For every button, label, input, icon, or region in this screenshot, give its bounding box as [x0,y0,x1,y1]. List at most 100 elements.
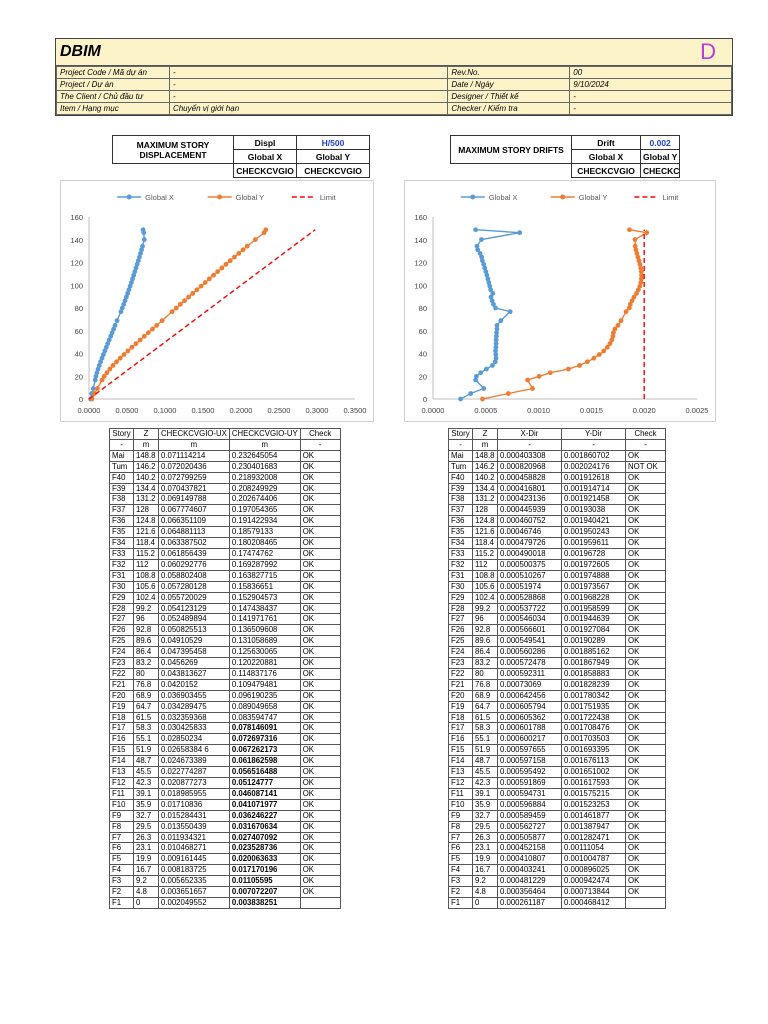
table-cell: OK [625,831,666,844]
table-cell: 0.163827715 [228,569,301,582]
table-row: F31 108.8 0.000510267 0.001974888 OK [448,569,666,582]
data-point [240,247,246,253]
table-cell: 0.064881113 [158,526,230,539]
table-cell: Tum [448,460,473,473]
data-point [478,370,484,376]
drift-dir-x: Global X [571,149,641,164]
table-cell: OK [299,678,341,691]
table-cell: 29.5 [133,820,159,833]
y-tick-label: 60 [75,327,83,336]
table-row: F3 9.2 0.005652335 0.01105595 OK [109,875,341,888]
data-point [489,298,495,304]
column-header: Y-Dir [561,428,626,440]
table-row: F30 105.6 0.057280128 0.15836651 OK [109,580,341,593]
table-cell: 0.202674406 [228,493,301,506]
table-cell: 0.00190289 [561,635,626,648]
data-point [611,330,616,336]
table-cell: 0.023528736 [228,842,301,855]
table-row: F36 124.8 0.066351109 0.191422934 OK [109,515,341,528]
table-cell: OK [299,744,341,757]
table-row: F19 64.7 0.000605794 0.001751935 OK [448,700,666,713]
table-cell: F33 [448,547,473,560]
table-cell: 0.001703503 [561,733,626,746]
data-point [129,344,135,350]
data-point [227,258,233,264]
data-point [138,251,143,256]
data-point [480,396,485,402]
table-cell: 105.6 [133,580,159,593]
table-cell: F20 [448,689,473,702]
table-cell: 0.001912618 [561,471,626,484]
data-point [121,301,127,307]
data-point [101,373,107,379]
table-cell: 42.3 [472,777,498,789]
table-cell: OK [299,820,341,833]
table-cell: 134.4 [133,482,159,495]
data-point [107,366,113,372]
table-cell: 0.00073069 [497,678,562,691]
data-point [134,261,140,267]
table-cell: 0.15836651 [228,580,301,593]
table-cell: F15 [448,744,473,757]
table-cell: OK [625,733,666,746]
table-cell: 0.000403241 [497,864,562,877]
table-row: F15 51.9 0.02658384 6 0.067262173 OK [109,744,341,757]
table-cell: 0.000261187 [497,896,562,909]
table-cell: 108.8 [133,569,159,582]
table-cell: 0.001523253 [561,798,626,811]
table-cell: 0.180208465 [228,537,301,549]
table-cell: 0.001958599 [561,602,626,615]
table-cell: F19 [109,700,134,713]
table-cell: OK [299,766,341,778]
table-cell: F22 [109,667,134,680]
table-cell: 0.001708476 [561,722,626,735]
table-cell: OK [299,689,341,702]
table-cell: 0.046087141 [228,787,301,800]
table-cell: 45.5 [133,766,159,778]
header-left-value: - [168,90,449,103]
table-row: F26 92.8 0.000566601 0.001927084 OK [448,624,666,637]
table-cell: NOT OK [625,460,666,473]
table-row: F28 99.2 0.000537722 0.001958599 OK [448,602,666,615]
column-header: X-Dir [497,428,562,440]
table-row: F32 112 0.000500375 0.001972605 OK [448,558,666,571]
table-cell: 0.089049658 [228,700,301,713]
data-point [488,287,494,293]
table-cell: OK [625,635,666,648]
table-row: F18 61.5 0.000605362 0.001722438 OK [448,711,666,724]
data-point [626,305,632,311]
table-cell: OK [625,689,666,702]
table-cell: 0.001722438 [561,711,626,724]
data-point [93,373,99,379]
data-point [474,243,480,249]
table-cell: 0.147438437 [228,602,301,615]
unit-cell: m [133,438,159,451]
table-cell: 0.000458828 [497,471,562,484]
table-row: F13 45.5 0.022774287 0.056516488 OK [109,766,341,778]
table-cell: F3 [109,875,134,888]
header-left-value: Chuyển vị giới hạn [168,102,449,115]
table-cell: Mai [109,449,134,462]
data-point [112,323,118,328]
table-cell: 0.114837176 [228,667,301,680]
table-cell: 0.041071977 [228,798,301,811]
table-cell: 45.5 [472,766,498,778]
table-cell: 99.2 [133,602,159,615]
table-row: F39 134.4 0.000416801 0.001914714 OK [448,482,666,495]
table-cell: OK [299,657,341,669]
table-cell: OK [625,602,666,615]
table-cell: OK [625,482,666,495]
table-cell: 0.000500375 [497,558,562,571]
table-cell [625,896,666,909]
table-cell: 0.061862598 [228,755,301,768]
data-point [126,287,132,293]
table-row: F8 29.5 0.000562727 0.001387947 OK [448,820,666,833]
table-row: F29 102.4 0.000528868 0.001968228 OK [448,591,666,604]
table-cell: 0.000562727 [497,820,562,833]
drift-label: Drift [571,135,641,150]
data-point [119,305,125,311]
table-row: F25 89.6 0.04910529 0.131058689 OK [109,635,341,648]
data-point [591,355,597,361]
table-cell: 0.001676113 [561,755,626,768]
table-cell: F2 [109,886,134,898]
